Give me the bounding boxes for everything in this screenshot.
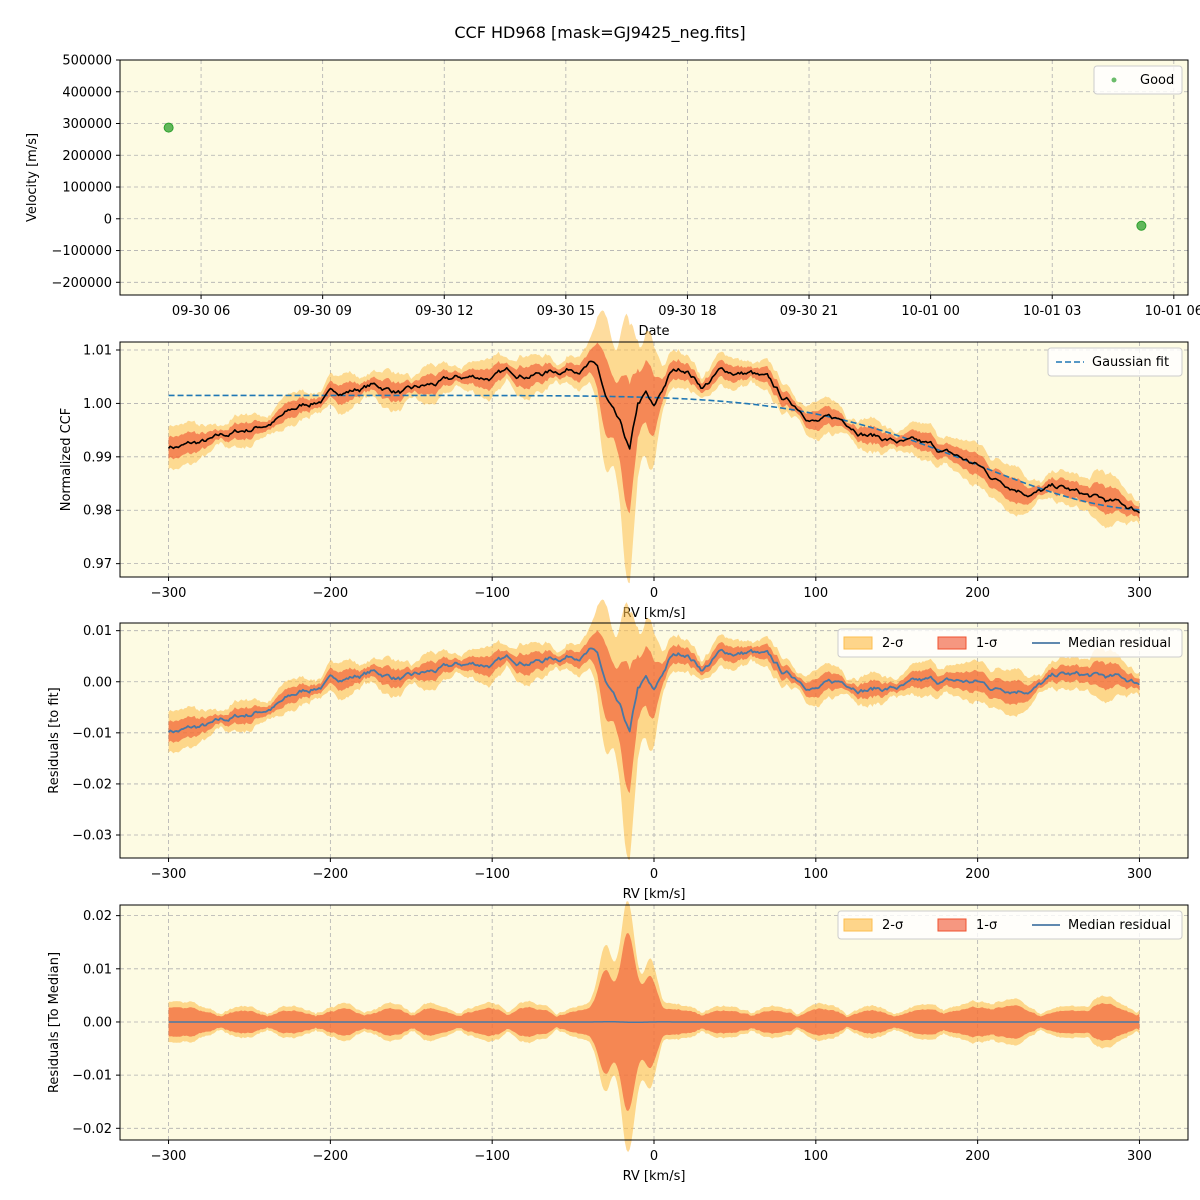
y-tick-label: 0 — [104, 212, 112, 227]
median-residual-line — [167, 647, 1140, 734]
legend-box — [1093, 65, 1183, 95]
band-2sigma — [168, 310, 1140, 584]
x-tick-label: 100 — [803, 586, 828, 601]
x-axis-label: RV [km/s] — [623, 887, 686, 902]
x-tick-label: −200 — [313, 867, 349, 882]
y-axis-label: Velocity [m/s] — [25, 133, 40, 222]
legend-box — [837, 910, 1183, 940]
y-tick-label: 0.97 — [83, 557, 112, 572]
figure-title: CCF HD968 [mask=GJ9425_neg.fits] — [454, 23, 745, 43]
band-1sigma — [168, 342, 1140, 520]
y-tick-label: −0.01 — [72, 726, 112, 741]
legend-swatch-1sigma — [937, 636, 967, 650]
legend-swatch-1sigma — [937, 918, 967, 932]
x-tick-label: 10-01 03 — [1023, 304, 1081, 319]
y-tick-label: 400000 — [62, 85, 112, 100]
plot-area — [120, 60, 1188, 295]
x-tick-label: 300 — [1127, 1149, 1152, 1164]
x-tick-label: 100 — [803, 867, 828, 882]
x-tick-label: 09-30 06 — [172, 304, 230, 319]
plot-frame — [119, 341, 1189, 578]
median-residual-line — [168, 1021, 1140, 1024]
y-tick-label: 0.00 — [83, 675, 112, 690]
x-tick-label: 300 — [1127, 867, 1152, 882]
y-tick-label: −0.02 — [72, 777, 112, 792]
x-tick-label: −300 — [151, 586, 187, 601]
y-tick-label: −0.02 — [72, 1122, 112, 1137]
y-tick-label: −0.03 — [72, 829, 112, 844]
x-tick-label: 0 — [650, 867, 658, 882]
y-tick-label: 500000 — [62, 54, 112, 69]
y-tick-label: 300000 — [62, 117, 112, 132]
x-tick-label: −200 — [313, 1149, 349, 1164]
legend-label-gaussian: Gaussian fit — [1092, 355, 1169, 370]
x-tick-label: 0 — [650, 586, 658, 601]
panel-3: −300 −200 −100 0 100 200 300 0.01 0.00 −0.01 −0.02… — [47, 599, 1189, 902]
x-axis-label: RV [km/s] — [623, 606, 686, 621]
y-tick-label: −0.01 — [72, 1069, 112, 1084]
y-tick-label: −100000 — [51, 244, 112, 259]
x-tick-label: 10-01 00 — [901, 304, 959, 319]
ccf-line — [167, 360, 1140, 514]
x-tick-label: 300 — [1127, 586, 1152, 601]
legend-box — [1047, 347, 1183, 377]
band-2sigma — [168, 599, 1140, 860]
legend-label-median: Median residual — [1068, 636, 1171, 651]
x-tick-label: 0 — [650, 1149, 658, 1164]
y-tick-label: 0.99 — [83, 450, 112, 465]
y-tick-label: 1.01 — [83, 344, 112, 359]
legend-label-good: Good — [1140, 73, 1174, 88]
x-tick-label: −300 — [151, 1149, 187, 1164]
y-tick-label: 0.98 — [83, 504, 112, 519]
x-tick-label: −300 — [151, 867, 187, 882]
x-tick-label: −100 — [474, 586, 510, 601]
band-1sigma — [168, 630, 1140, 794]
data-point — [163, 122, 174, 133]
panel-2: −300 −200 −100 0 100 200 300 0.97 0.98 0.99 1.00 1.… — [59, 310, 1189, 621]
y-tick-label: 0.02 — [83, 909, 112, 924]
y-tick-label: 0.00 — [83, 1015, 112, 1030]
y-tick-label: 200000 — [62, 149, 112, 164]
legend-label-median: Median residual — [1068, 918, 1171, 933]
x-tick-label: 200 — [965, 586, 990, 601]
y-axis-label: Residuals [To Median] — [47, 952, 62, 1093]
legend-label-1sigma: 1-σ — [976, 636, 997, 651]
plot-frame — [119, 622, 1189, 859]
panel-4: −300 −200 −100 0 100 200 300 0.02 0.01 0.00 −0.01 −… — [47, 901, 1189, 1184]
panel-1: 09-30 06 09-30 09 09-30 12 09-30 15 09-30 18… — [25, 54, 1200, 340]
y-tick-label: 1.00 — [83, 397, 112, 412]
x-tick-label: 09-30 21 — [780, 304, 838, 319]
plot-frame — [119, 59, 1189, 296]
x-axis-label: Date — [638, 324, 669, 339]
plot-frame — [119, 904, 1189, 1141]
x-tick-label: 09-30 15 — [537, 304, 595, 319]
x-axis-label: RV [km/s] — [623, 1169, 686, 1184]
legend-swatch-2sigma — [843, 636, 873, 650]
x-tick-label: 100 — [803, 1149, 828, 1164]
x-tick-label: 09-30 18 — [658, 304, 716, 319]
x-tick-label: −100 — [474, 867, 510, 882]
y-tick-label: 100000 — [62, 181, 112, 196]
legend-swatch-2sigma — [843, 918, 873, 932]
legend-marker-good — [1111, 77, 1117, 83]
legend-box — [837, 628, 1183, 658]
x-tick-label: 09-30 12 — [415, 304, 473, 319]
x-tick-label: −200 — [313, 586, 349, 601]
x-tick-label: 10-01 06 — [1145, 304, 1200, 319]
legend-label-2sigma: 2-σ — [882, 918, 903, 933]
data-point — [1136, 220, 1147, 231]
x-tick-label: 200 — [965, 867, 990, 882]
legend-label-2sigma: 2-σ — [882, 636, 903, 651]
legend-label-1sigma: 1-σ — [976, 918, 997, 933]
y-tick-label: −200000 — [51, 276, 112, 291]
y-axis-label: Normalized CCF — [59, 408, 74, 512]
y-axis-label: Residuals [to fit] — [47, 687, 62, 793]
x-tick-label: 200 — [965, 1149, 990, 1164]
x-tick-label: −100 — [474, 1149, 510, 1164]
y-tick-label: 0.01 — [83, 624, 112, 639]
y-tick-label: 0.01 — [83, 962, 112, 977]
x-tick-label: 09-30 09 — [293, 304, 351, 319]
